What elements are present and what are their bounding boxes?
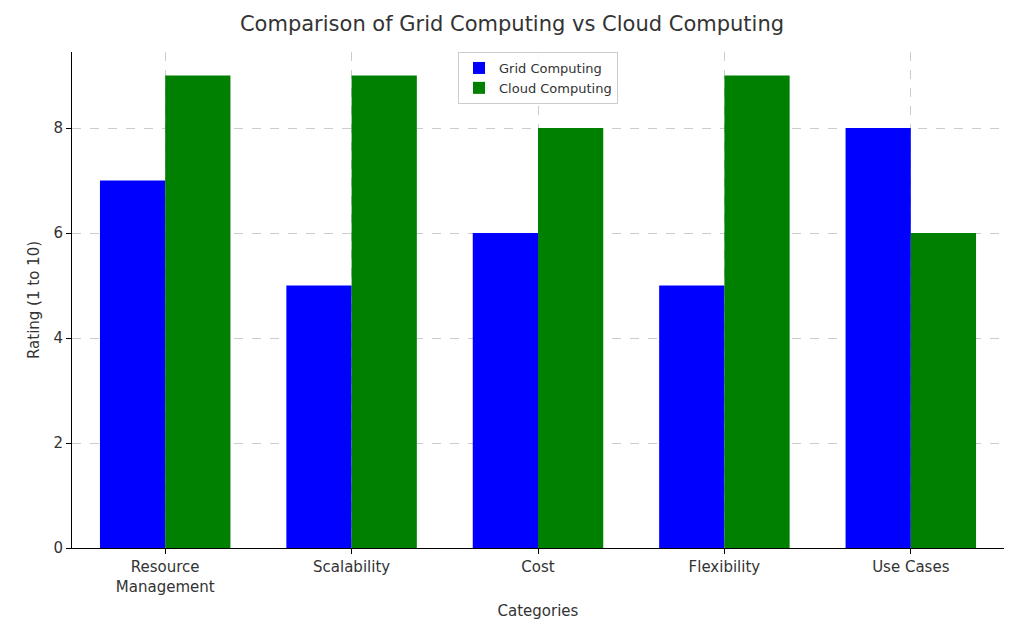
svg-text:6: 6 [53,224,63,242]
svg-text:Categories: Categories [498,602,579,620]
svg-text:8: 8 [53,119,63,137]
svg-text:Rating (1 to 10): Rating (1 to 10) [25,241,43,359]
svg-text:ResourceManagement: ResourceManagement [116,558,215,596]
svg-text:Flexibility: Flexibility [689,558,761,576]
svg-text:Use Cases: Use Cases [872,558,949,576]
svg-text:Comparison of Grid Computing v: Comparison of Grid Computing vs Cloud Co… [240,12,784,36]
svg-text:Cloud Computing: Cloud Computing [499,81,612,96]
svg-text:Cost: Cost [521,558,554,576]
svg-text:Scalability: Scalability [313,558,390,576]
svg-text:0: 0 [53,539,63,557]
svg-text:4: 4 [53,329,63,347]
svg-text:2: 2 [53,434,63,452]
svg-text:Grid Computing: Grid Computing [499,61,602,76]
